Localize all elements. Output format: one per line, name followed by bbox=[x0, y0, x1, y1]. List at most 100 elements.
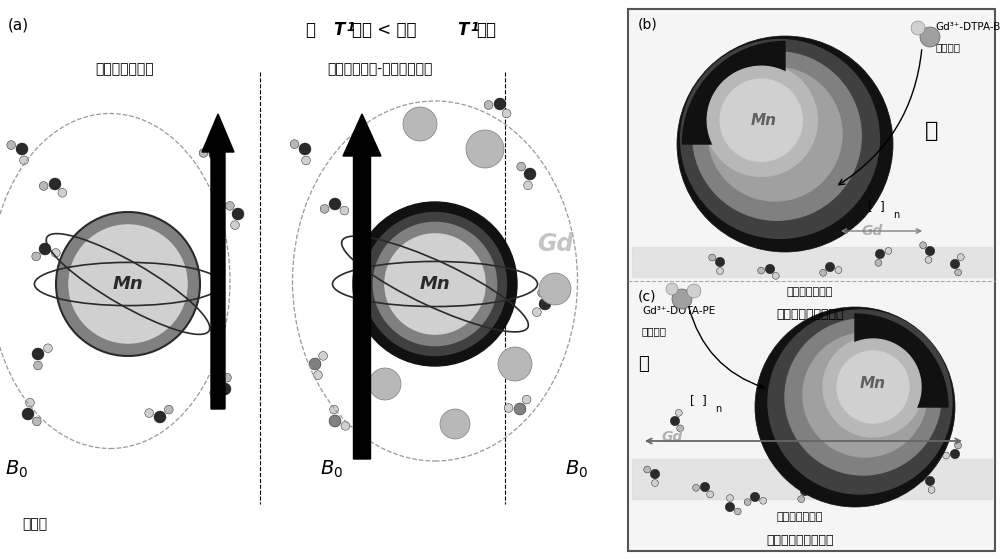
Circle shape bbox=[440, 409, 470, 439]
Circle shape bbox=[885, 248, 892, 254]
Circle shape bbox=[734, 508, 741, 515]
Text: [  ]: [ ] bbox=[868, 201, 885, 214]
Circle shape bbox=[199, 149, 208, 158]
Circle shape bbox=[502, 109, 511, 118]
Circle shape bbox=[918, 475, 925, 481]
Text: [  ]: [ ] bbox=[690, 395, 707, 408]
Text: $B_0$: $B_0$ bbox=[320, 458, 343, 480]
Text: Mn: Mn bbox=[750, 113, 776, 128]
Circle shape bbox=[835, 267, 842, 273]
Circle shape bbox=[825, 262, 835, 272]
Circle shape bbox=[677, 36, 893, 252]
FancyBboxPatch shape bbox=[628, 9, 995, 551]
Circle shape bbox=[524, 181, 532, 190]
Circle shape bbox=[744, 499, 751, 505]
Circle shape bbox=[299, 143, 311, 155]
Circle shape bbox=[920, 242, 927, 249]
Circle shape bbox=[687, 284, 701, 298]
Text: $B_0$: $B_0$ bbox=[5, 458, 28, 480]
Text: Gd³⁺-DOTA-PE: Gd³⁺-DOTA-PE bbox=[642, 306, 715, 316]
Circle shape bbox=[34, 361, 42, 370]
Circle shape bbox=[517, 162, 526, 171]
Circle shape bbox=[319, 352, 328, 360]
Circle shape bbox=[51, 249, 60, 257]
Circle shape bbox=[727, 495, 733, 501]
Circle shape bbox=[225, 201, 234, 210]
Circle shape bbox=[911, 21, 925, 35]
Circle shape bbox=[369, 368, 401, 400]
Text: 更少接触水分子: 更少接触水分子 bbox=[787, 287, 833, 297]
Circle shape bbox=[215, 160, 224, 169]
Circle shape bbox=[672, 289, 692, 309]
Circle shape bbox=[760, 498, 767, 504]
Circle shape bbox=[68, 224, 188, 344]
Circle shape bbox=[675, 409, 682, 416]
Circle shape bbox=[888, 470, 895, 477]
Circle shape bbox=[768, 310, 952, 494]
Circle shape bbox=[925, 247, 935, 255]
Circle shape bbox=[16, 143, 28, 155]
Circle shape bbox=[803, 333, 927, 457]
Text: 短连接物: 短连接物 bbox=[935, 42, 960, 52]
Circle shape bbox=[56, 212, 200, 356]
Circle shape bbox=[514, 403, 526, 415]
Circle shape bbox=[652, 480, 658, 486]
Circle shape bbox=[7, 141, 16, 149]
Circle shape bbox=[925, 257, 932, 263]
Circle shape bbox=[403, 107, 437, 141]
Circle shape bbox=[39, 243, 51, 255]
Circle shape bbox=[750, 492, 760, 501]
Circle shape bbox=[845, 482, 855, 492]
Circle shape bbox=[820, 269, 827, 276]
FancyArrow shape bbox=[202, 114, 234, 409]
Circle shape bbox=[20, 156, 28, 165]
Circle shape bbox=[705, 64, 817, 177]
Circle shape bbox=[950, 259, 960, 269]
Circle shape bbox=[302, 156, 310, 165]
Circle shape bbox=[708, 67, 842, 201]
Circle shape bbox=[32, 417, 41, 426]
Circle shape bbox=[539, 298, 551, 310]
Circle shape bbox=[231, 221, 239, 230]
Text: 效应: 效应 bbox=[476, 21, 496, 39]
Circle shape bbox=[880, 475, 890, 484]
Circle shape bbox=[925, 476, 935, 486]
Circle shape bbox=[709, 254, 716, 261]
Circle shape bbox=[522, 395, 531, 404]
Circle shape bbox=[800, 486, 810, 496]
Circle shape bbox=[466, 130, 504, 168]
Circle shape bbox=[772, 272, 779, 280]
Text: (b): (b) bbox=[638, 17, 658, 31]
Circle shape bbox=[32, 252, 41, 260]
Text: 钆表面连接长连接物: 钆表面连接长连接物 bbox=[766, 534, 834, 547]
Circle shape bbox=[290, 140, 299, 149]
Circle shape bbox=[330, 405, 338, 414]
Circle shape bbox=[955, 442, 961, 449]
Circle shape bbox=[707, 66, 815, 174]
Circle shape bbox=[755, 307, 955, 507]
Circle shape bbox=[384, 233, 486, 335]
Circle shape bbox=[700, 482, 710, 492]
Circle shape bbox=[340, 206, 349, 215]
Circle shape bbox=[32, 348, 44, 360]
Circle shape bbox=[833, 347, 913, 427]
Circle shape bbox=[943, 452, 950, 459]
Text: Gd: Gd bbox=[537, 232, 573, 256]
Text: (a): (a) bbox=[8, 17, 29, 32]
Circle shape bbox=[164, 405, 173, 414]
Circle shape bbox=[26, 399, 34, 407]
Circle shape bbox=[717, 268, 723, 274]
Text: 强: 强 bbox=[925, 121, 938, 141]
Circle shape bbox=[209, 148, 221, 160]
Text: 油酸锰纳米粒子: 油酸锰纳米粒子 bbox=[96, 62, 154, 76]
Text: (c): (c) bbox=[638, 289, 656, 303]
Circle shape bbox=[145, 409, 154, 418]
Circle shape bbox=[825, 339, 921, 435]
Circle shape bbox=[320, 205, 329, 213]
Text: 弱: 弱 bbox=[638, 355, 649, 373]
Circle shape bbox=[955, 269, 961, 276]
Circle shape bbox=[373, 222, 497, 347]
Text: 混合金属（锰-钆）纳米粒子: 混合金属（锰-钆）纳米粒子 bbox=[327, 62, 433, 76]
Text: n: n bbox=[893, 210, 899, 220]
Circle shape bbox=[798, 496, 805, 503]
